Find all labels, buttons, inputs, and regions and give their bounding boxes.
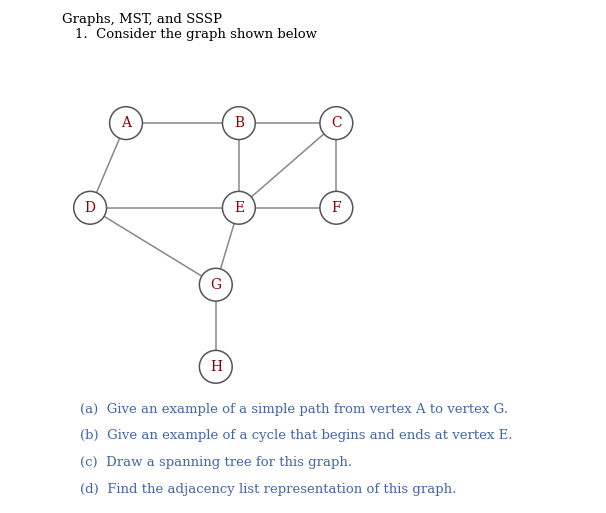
- Text: Graphs, MST, and SSSP: Graphs, MST, and SSSP: [62, 13, 222, 26]
- Circle shape: [199, 350, 232, 383]
- Text: (b)  Give an example of a cycle that begins and ends at vertex E.: (b) Give an example of a cycle that begi…: [80, 429, 512, 442]
- Circle shape: [222, 107, 255, 140]
- Text: H: H: [210, 360, 222, 374]
- Text: G: G: [210, 278, 221, 292]
- Circle shape: [74, 191, 107, 224]
- Circle shape: [199, 268, 232, 301]
- Circle shape: [110, 107, 142, 140]
- Text: (a)  Give an example of a simple path from vertex A to vertex G.: (a) Give an example of a simple path fro…: [80, 403, 508, 416]
- Text: (d)  Find the adjacency list representation of this graph.: (d) Find the adjacency list representati…: [80, 483, 456, 496]
- Text: A: A: [121, 116, 131, 130]
- Text: (c)  Draw a spanning tree for this graph.: (c) Draw a spanning tree for this graph.: [80, 456, 352, 469]
- Text: D: D: [85, 201, 96, 215]
- Text: B: B: [234, 116, 244, 130]
- Text: 1.  Consider the graph shown below: 1. Consider the graph shown below: [75, 28, 317, 41]
- Circle shape: [320, 107, 353, 140]
- Text: C: C: [331, 116, 342, 130]
- Circle shape: [222, 191, 255, 224]
- Text: E: E: [234, 201, 244, 215]
- Circle shape: [320, 191, 353, 224]
- Text: F: F: [331, 201, 341, 215]
